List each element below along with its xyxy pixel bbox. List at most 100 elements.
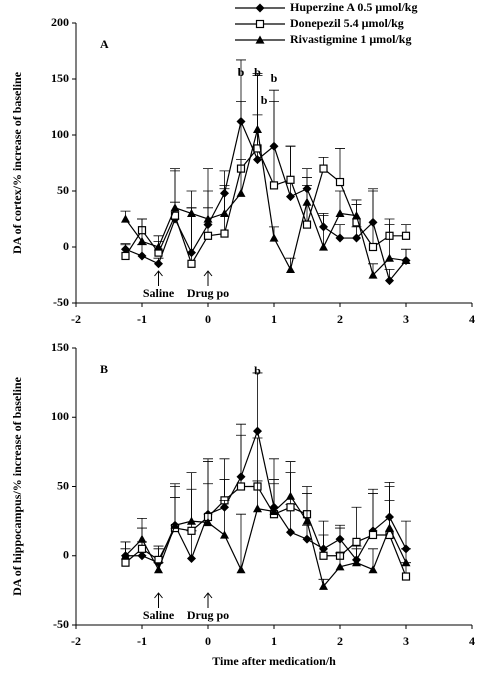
y-tick-label: 50 <box>57 183 69 197</box>
marker-square <box>121 251 130 261</box>
error-bar <box>351 506 362 542</box>
marker-diamond <box>137 251 147 261</box>
arrow <box>154 270 163 286</box>
error-bar <box>252 73 263 130</box>
marker-square <box>187 259 196 268</box>
panel-label: A <box>100 37 109 51</box>
marker-diamond <box>286 527 295 537</box>
y-tick-label: 100 <box>51 127 69 141</box>
marker-diamond <box>302 534 312 544</box>
error-bar <box>318 520 329 556</box>
marker-triangle <box>187 516 196 525</box>
series-line <box>125 119 407 282</box>
marker-square <box>187 526 196 535</box>
error-bar <box>401 520 411 549</box>
marker-square <box>137 544 147 553</box>
marker-triangle <box>236 565 246 574</box>
marker-triangle <box>255 35 265 44</box>
marker-diamond <box>385 276 394 286</box>
legend-label: Donepezil 5.4 μmol/kg <box>290 16 404 30</box>
annotation: b <box>261 93 268 107</box>
marker-triangle <box>154 242 163 251</box>
marker-triangle <box>319 581 328 590</box>
marker-square <box>368 530 378 540</box>
marker-diamond <box>335 233 345 243</box>
arrow <box>203 270 213 286</box>
error-bar <box>236 423 246 487</box>
y-axis-label: DA of hippocampus/% increase of baseline <box>10 376 24 595</box>
arrow-label: Saline <box>143 608 175 622</box>
marker-square <box>269 181 279 190</box>
marker-square <box>401 231 411 240</box>
x-tick-label: -1 <box>137 312 147 326</box>
marker-triangle <box>253 504 262 513</box>
error-bar <box>368 493 378 535</box>
marker-triangle <box>220 530 229 539</box>
arrow <box>203 592 213 608</box>
marker-triangle <box>368 565 378 574</box>
marker-square <box>286 175 295 184</box>
error-bar <box>302 493 312 522</box>
marker-triangle <box>269 233 279 242</box>
marker-triangle <box>401 558 411 567</box>
marker-triangle <box>154 565 163 574</box>
y-tick-label: 50 <box>57 478 69 492</box>
marker-triangle <box>319 242 328 251</box>
error-bar <box>236 101 246 169</box>
x-tick-label: 1 <box>271 312 277 326</box>
y-tick-label: 100 <box>51 409 69 423</box>
marker-square <box>203 231 213 240</box>
error-bar <box>203 483 213 523</box>
annotation: b <box>238 65 245 79</box>
x-axis-label: Time after medication/h <box>212 654 336 668</box>
x-tick-label: 0 <box>205 312 211 326</box>
marker-triangle <box>335 562 345 571</box>
marker-diamond <box>137 551 147 561</box>
y-tick-label: 150 <box>51 71 69 85</box>
y-tick-label: 150 <box>51 340 69 354</box>
marker-square <box>121 558 130 567</box>
marker-triangle <box>121 214 130 223</box>
marker-triangle <box>401 255 411 265</box>
marker-triangle <box>269 506 279 516</box>
error-bar <box>269 483 279 512</box>
marker-square <box>302 220 312 229</box>
error-bar <box>285 145 296 180</box>
marker-square <box>401 572 411 581</box>
error-bar <box>236 513 246 570</box>
y-tick-label: 0 <box>63 239 69 253</box>
y-tick-label: 200 <box>51 15 69 29</box>
annotation: b <box>271 71 278 85</box>
marker-triangle <box>187 208 196 217</box>
x-tick-label: 3 <box>403 312 409 326</box>
marker-square <box>352 537 361 547</box>
marker-triangle <box>253 124 262 133</box>
marker-square <box>319 551 328 560</box>
series-line <box>125 129 407 277</box>
error-bar <box>236 159 246 194</box>
arrow <box>154 592 163 608</box>
x-tick-label: 2 <box>337 634 343 648</box>
error-bar <box>219 185 230 214</box>
error-bar <box>302 168 312 203</box>
error-bar <box>285 461 296 497</box>
x-tick-label: -2 <box>71 312 81 326</box>
arrow-label: Saline <box>143 286 175 300</box>
marker-diamond <box>253 155 262 165</box>
marker-triangle <box>352 211 361 220</box>
error-bar <box>170 483 180 526</box>
marker-triangle <box>137 534 147 543</box>
marker-triangle <box>170 520 180 529</box>
x-tick-label: 1 <box>271 634 277 648</box>
marker-diamond <box>352 233 361 243</box>
error-bar <box>335 527 345 556</box>
x-tick-label: -1 <box>137 634 147 648</box>
marker-triangle <box>203 214 213 223</box>
legend-label: Rivastigmine 1 μmol/kg <box>290 32 411 46</box>
error-bar <box>252 480 263 509</box>
error-bar <box>269 101 279 186</box>
error-bar <box>368 190 378 247</box>
error-bar <box>203 168 213 236</box>
marker-square <box>335 177 345 187</box>
x-tick-label: 0 <box>205 634 211 648</box>
